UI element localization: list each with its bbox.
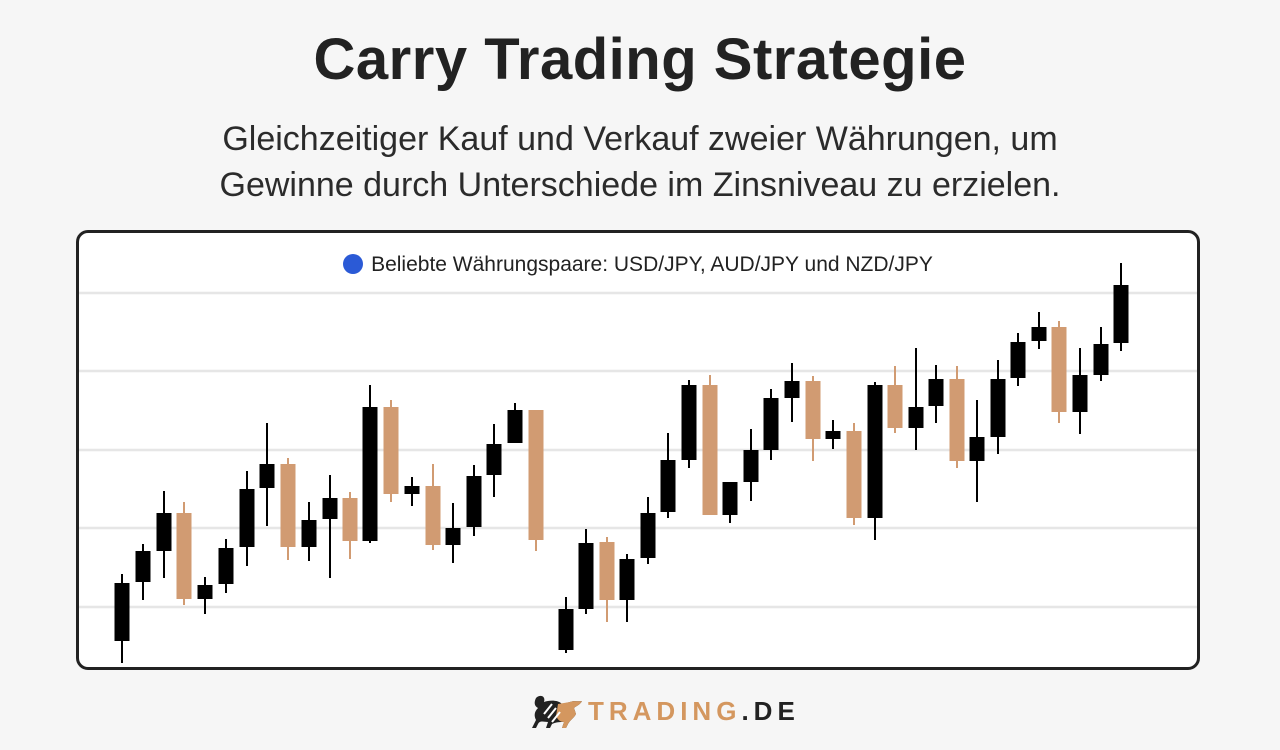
candle (1093, 327, 1109, 381)
candle (681, 380, 697, 468)
candle (156, 491, 172, 578)
candle (928, 365, 944, 423)
candle (239, 471, 255, 566)
candle (805, 376, 821, 461)
candle (218, 539, 234, 593)
legend-label: Beliebte Währungspaare: USD/JPY, AUD/JPY… (371, 253, 933, 276)
logo-text-de: .DE (741, 695, 800, 726)
candle (969, 400, 985, 502)
candle (990, 360, 1006, 454)
logo-text-trading: TRADING (588, 695, 742, 726)
candle (466, 465, 482, 536)
candle (528, 410, 544, 551)
candle (507, 403, 523, 443)
chart-card: Beliebte Währungspaare: USD/JPY, AUD/JPY… (76, 230, 1200, 670)
candle (599, 537, 615, 622)
candle (301, 502, 317, 561)
candle (342, 492, 358, 559)
candle (1072, 348, 1088, 434)
bull-logo-icon (532, 695, 582, 728)
candle (114, 574, 130, 663)
chart-legend: Beliebte Währungspaare: USD/JPY, AUD/JPY… (79, 253, 1197, 277)
brand-logo: TRADING .DE (530, 688, 800, 734)
candle (425, 464, 441, 550)
candlestick-chart (79, 263, 1197, 663)
candle (362, 385, 378, 543)
candle (908, 348, 924, 450)
candle (949, 366, 965, 468)
candle (197, 577, 213, 614)
candle (846, 423, 862, 525)
subtitle-line-2: Gewinne durch Unterschiede im Zinsniveau… (219, 166, 1061, 204)
candle (259, 423, 275, 526)
candle (176, 502, 192, 605)
candle (640, 497, 656, 564)
candle (280, 458, 296, 560)
candle (763, 389, 779, 460)
page-title: Carry Trading Strategie (313, 27, 967, 92)
candle (722, 482, 738, 523)
candle (784, 363, 800, 422)
candle (578, 529, 594, 614)
candle (558, 597, 574, 653)
candle (825, 420, 841, 449)
candle (135, 544, 151, 600)
candle (486, 424, 502, 497)
candle (619, 554, 635, 622)
candle (1113, 263, 1129, 351)
candle (743, 429, 759, 501)
candle (404, 477, 420, 506)
subtitle-line-1: Gleichzeitiger Kauf und Verkauf zweier W… (222, 120, 1058, 158)
candle (322, 475, 338, 578)
candle (867, 382, 883, 540)
candle (1051, 321, 1067, 423)
page-subtitle: Gleichzeitiger Kauf und Verkauf zweier W… (0, 116, 1280, 208)
candle (887, 366, 903, 433)
candle (660, 433, 676, 518)
candle (1010, 333, 1026, 386)
candle (702, 375, 718, 515)
candle (1031, 312, 1047, 349)
candle (383, 400, 399, 502)
candle (445, 503, 461, 563)
legend-dot-icon (343, 254, 364, 274)
